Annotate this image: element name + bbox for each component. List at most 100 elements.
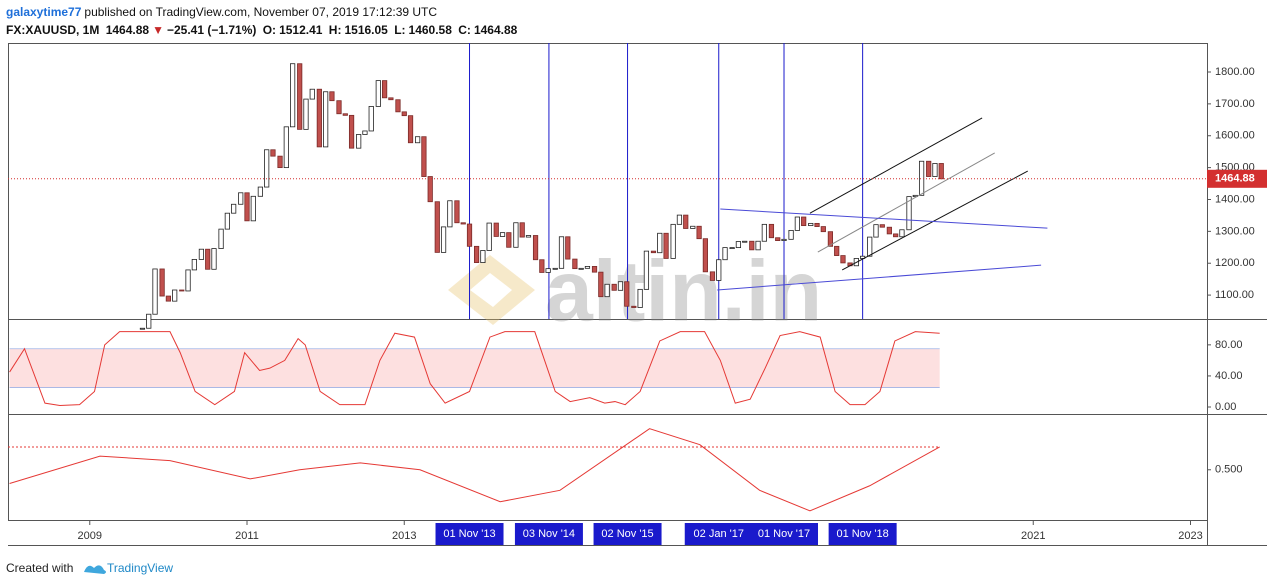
plot: 2009 2011 2013 2021 2023 1100.00 1200.00 1300.0…	[8, 43, 1267, 545]
y-tick-label: 0.500	[1215, 464, 1243, 476]
header-line-1: galaxytime77 published on TradingView.com…	[6, 5, 440, 19]
candle	[218, 228, 224, 249]
candle	[558, 236, 565, 269]
y-tick-label: 0.00	[1215, 401, 1236, 413]
published: published on TradingView.com, November 0…	[84, 5, 438, 19]
candle	[749, 240, 755, 251]
candle	[768, 223, 775, 239]
trendline	[817, 152, 995, 253]
candle	[801, 216, 807, 227]
candle	[329, 91, 335, 102]
candle	[624, 281, 630, 307]
candle	[525, 235, 532, 238]
candle	[152, 268, 158, 315]
candle	[231, 203, 237, 214]
x-tick-label: 2013	[392, 530, 416, 542]
candle	[427, 176, 433, 203]
symbol: FX:XAUUSD, 1M	[6, 23, 100, 37]
candle	[309, 88, 315, 100]
candle	[447, 200, 453, 228]
last-price-label: 1464.88	[1215, 173, 1255, 185]
candle	[519, 222, 525, 238]
candle	[297, 63, 303, 130]
trendline	[717, 264, 1042, 291]
candle	[604, 283, 610, 298]
candle	[375, 80, 381, 107]
tv-logo	[84, 565, 106, 574]
y-tick-label: 1200.00	[1215, 257, 1255, 269]
x-tick-label: 2021	[1021, 530, 1045, 542]
candle	[683, 214, 689, 229]
candle	[440, 226, 447, 253]
candle	[572, 258, 578, 270]
arrow: ▼	[152, 23, 164, 37]
candle	[513, 222, 519, 248]
candle	[631, 305, 637, 308]
candle	[755, 240, 761, 251]
x-tick-label: 2011	[235, 530, 259, 542]
l-label: L:	[394, 23, 406, 37]
candle	[224, 212, 230, 230]
date-label: 01 Nov '13	[443, 528, 495, 540]
c-label: C:	[458, 23, 471, 37]
candle	[814, 222, 820, 227]
candle	[205, 248, 211, 270]
candle	[539, 259, 545, 273]
candle	[676, 214, 683, 225]
date-label-box	[750, 523, 819, 545]
trendline	[809, 117, 983, 214]
candle	[879, 224, 885, 228]
candle	[434, 201, 440, 253]
date-label-box	[435, 523, 504, 545]
brand[interactable]: TradingView	[107, 561, 173, 575]
candle	[643, 250, 650, 290]
date-label: 01 Nov '18	[837, 528, 889, 540]
last-price-box	[1207, 169, 1267, 188]
candle	[421, 136, 427, 177]
candle	[932, 163, 938, 177]
candle	[270, 149, 276, 157]
l: 1460.58	[408, 23, 452, 37]
header-line-2: FX:XAUUSD, 1M 1464.88 ▼ −25.41 (−1.71%) O:…	[6, 23, 520, 37]
change: −25.41 (−1.71%)	[166, 23, 257, 37]
y-tick-label: 1700.00	[1215, 98, 1255, 110]
candle	[198, 248, 205, 260]
candle	[926, 160, 932, 177]
candle	[257, 186, 263, 197]
candle	[264, 149, 270, 188]
date-label: 02 Nov '15	[601, 528, 653, 540]
candle	[316, 88, 322, 148]
candle	[867, 236, 873, 257]
candle	[893, 233, 899, 238]
candle	[650, 250, 657, 254]
user[interactable]: galaxytime77	[6, 5, 82, 19]
price: 1464.88	[105, 23, 150, 37]
candle	[808, 222, 814, 227]
candle	[761, 223, 767, 242]
trendline	[841, 170, 1028, 271]
candle	[480, 250, 486, 263]
candle	[788, 229, 794, 240]
candle	[185, 269, 191, 292]
candle	[466, 223, 473, 247]
trendline	[720, 208, 1048, 229]
candle	[362, 130, 368, 135]
candle	[690, 225, 696, 229]
candle	[532, 235, 539, 261]
o-label: O:	[262, 23, 277, 37]
candle	[486, 222, 492, 251]
candle	[179, 289, 185, 292]
candle	[716, 259, 722, 281]
candle	[244, 192, 250, 222]
date-label: 03 Nov '14	[523, 528, 575, 540]
candle	[407, 115, 414, 144]
candle	[191, 259, 197, 271]
date-label-box	[593, 523, 662, 545]
candle	[401, 111, 407, 117]
candle	[139, 327, 146, 330]
candle	[781, 238, 787, 241]
c: 1464.88	[473, 23, 518, 37]
candle	[906, 196, 912, 231]
candle	[742, 240, 748, 243]
candle	[820, 226, 826, 233]
